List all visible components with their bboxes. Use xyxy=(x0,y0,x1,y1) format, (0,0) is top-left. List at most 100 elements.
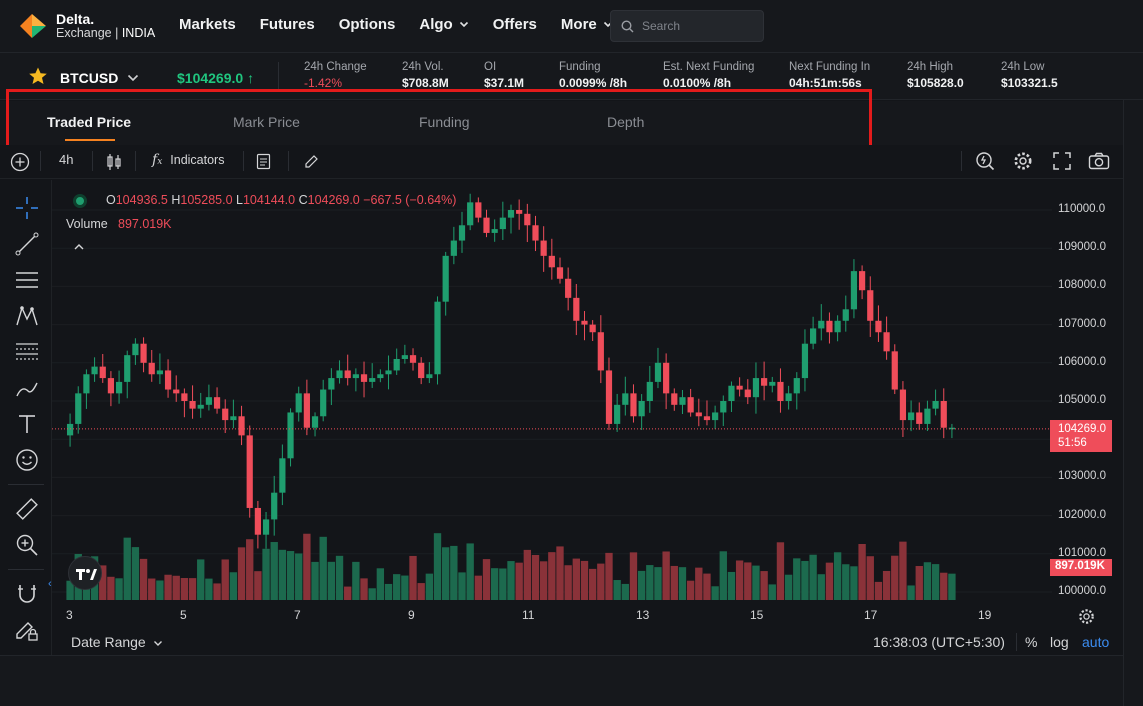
zoom-in-icon[interactable] xyxy=(14,532,40,558)
template-icon[interactable] xyxy=(256,153,271,170)
price-chart[interactable] xyxy=(52,180,1123,630)
divider xyxy=(8,484,44,485)
candle-body xyxy=(638,401,645,417)
volume-bar xyxy=(254,571,262,600)
search-input[interactable] xyxy=(642,19,752,33)
low-label: L xyxy=(236,193,243,207)
nav-item-label: Markets xyxy=(179,16,236,33)
indicators-button[interactable]: fx Indicators xyxy=(152,152,224,168)
settings-gear-icon[interactable] xyxy=(1013,151,1033,171)
magnet-icon[interactable] xyxy=(14,581,40,607)
volume-bar xyxy=(450,545,458,600)
brush-icon[interactable] xyxy=(14,375,40,401)
tab-traded-price[interactable]: Traded Price xyxy=(47,114,132,130)
volume-bar xyxy=(727,571,736,600)
favorite-star-icon[interactable] xyxy=(28,66,48,86)
interval-selector[interactable]: 4h xyxy=(59,152,74,167)
volume-bar xyxy=(564,565,572,600)
volume-bar xyxy=(368,588,376,600)
tab-depth[interactable]: Depth xyxy=(607,114,645,130)
scroll-left-icon[interactable]: ‹ xyxy=(48,578,52,590)
volume-bar xyxy=(605,552,613,600)
volume-bar xyxy=(907,585,915,600)
camera-icon[interactable] xyxy=(1088,152,1110,170)
candle-body xyxy=(516,210,523,214)
trend-line-icon[interactable] xyxy=(14,231,40,257)
text-tool-icon[interactable] xyxy=(14,411,40,437)
nav-item-markets[interactable]: Markets xyxy=(179,16,236,33)
candle-body xyxy=(875,320,882,333)
edit-icon[interactable] xyxy=(304,154,319,169)
volume-bar xyxy=(923,562,932,600)
nav-item-futures[interactable]: Futures xyxy=(260,16,315,33)
crosshair-icon[interactable] xyxy=(14,195,40,221)
candle-body xyxy=(712,412,719,421)
fib-retracement-icon[interactable] xyxy=(14,339,40,365)
fullscreen-icon[interactable] xyxy=(1053,152,1071,170)
price-tick-label: 110000.0 xyxy=(1058,203,1106,215)
price-tick-label: 103000.0 xyxy=(1058,470,1106,483)
emoji-icon[interactable] xyxy=(14,447,40,473)
volume-bar xyxy=(482,559,491,600)
volume-bar xyxy=(695,567,703,600)
axis-settings-icon[interactable] xyxy=(1078,608,1095,625)
candle-body xyxy=(810,328,817,344)
tradingview-logo[interactable] xyxy=(68,556,102,590)
volume-bar xyxy=(760,571,768,600)
candle-body xyxy=(287,412,294,459)
volume-bar xyxy=(735,560,744,600)
date-tick-label: 11 xyxy=(522,608,535,622)
divider xyxy=(288,151,289,171)
symbol-selector[interactable]: BTCUSD xyxy=(60,70,119,86)
stat-label: Est. Next Funding xyxy=(663,61,755,73)
price-tick-label: 100000.0 xyxy=(1058,585,1106,597)
nav-item-offers[interactable]: Offers xyxy=(493,16,537,33)
volume-bar xyxy=(515,562,523,600)
candle-body xyxy=(499,217,506,230)
nav-item-options[interactable]: Options xyxy=(339,16,396,33)
stat-label: 24h Vol. xyxy=(402,61,444,73)
active-tab-indicator xyxy=(65,139,115,141)
replay-icon[interactable] xyxy=(975,151,995,171)
add-symbol-icon[interactable] xyxy=(10,152,30,172)
candle-body xyxy=(173,389,180,394)
nav-item-algo[interactable]: Algo xyxy=(419,16,468,33)
candle-type-icon[interactable] xyxy=(106,153,122,171)
candle-body xyxy=(573,297,580,321)
volume-bar xyxy=(490,568,499,600)
candle-body xyxy=(434,301,441,375)
lock-drawings-icon[interactable] xyxy=(14,617,40,643)
search-icon xyxy=(621,19,634,32)
percent-scale-toggle[interactable]: % xyxy=(1025,634,1038,650)
search-box[interactable] xyxy=(610,10,764,42)
candle-body xyxy=(262,519,270,535)
chart-toolbar xyxy=(0,145,1123,179)
pattern-icon[interactable] xyxy=(14,303,40,329)
candle-body xyxy=(834,320,841,333)
tab-funding[interactable]: Funding xyxy=(419,114,470,130)
volume-bar xyxy=(409,555,417,600)
horizontal-lines-icon[interactable] xyxy=(14,267,40,293)
nav-item-label: Algo xyxy=(419,16,453,33)
collapse-legend-icon[interactable] xyxy=(73,242,85,252)
log-scale-toggle[interactable]: log xyxy=(1050,634,1069,650)
clock-timezone[interactable]: 16:38:03 (UTC+5:30) xyxy=(873,634,1005,650)
volume-bar xyxy=(115,578,123,600)
volume-bar xyxy=(686,580,695,600)
tab-mark-price[interactable]: Mark Price xyxy=(233,114,300,130)
auto-scale-toggle[interactable]: auto xyxy=(1082,634,1110,650)
volume-bar xyxy=(156,580,164,600)
date-tick-label: 19 xyxy=(978,608,992,622)
brand-logo[interactable]: Delta. Exchange | INDIA xyxy=(18,11,155,41)
candle-body xyxy=(720,401,727,413)
volume-bar xyxy=(197,559,205,600)
candle-body xyxy=(899,389,907,421)
nav-item-more[interactable]: More xyxy=(561,16,613,33)
nav-item-label: More xyxy=(560,16,597,33)
ruler-icon[interactable] xyxy=(14,496,40,522)
volume-bar xyxy=(744,562,752,600)
volume-bar xyxy=(278,549,287,600)
chevron-down-icon[interactable] xyxy=(127,74,139,82)
volume-bar xyxy=(572,558,580,600)
date-range-button[interactable]: Date Range xyxy=(71,634,163,650)
